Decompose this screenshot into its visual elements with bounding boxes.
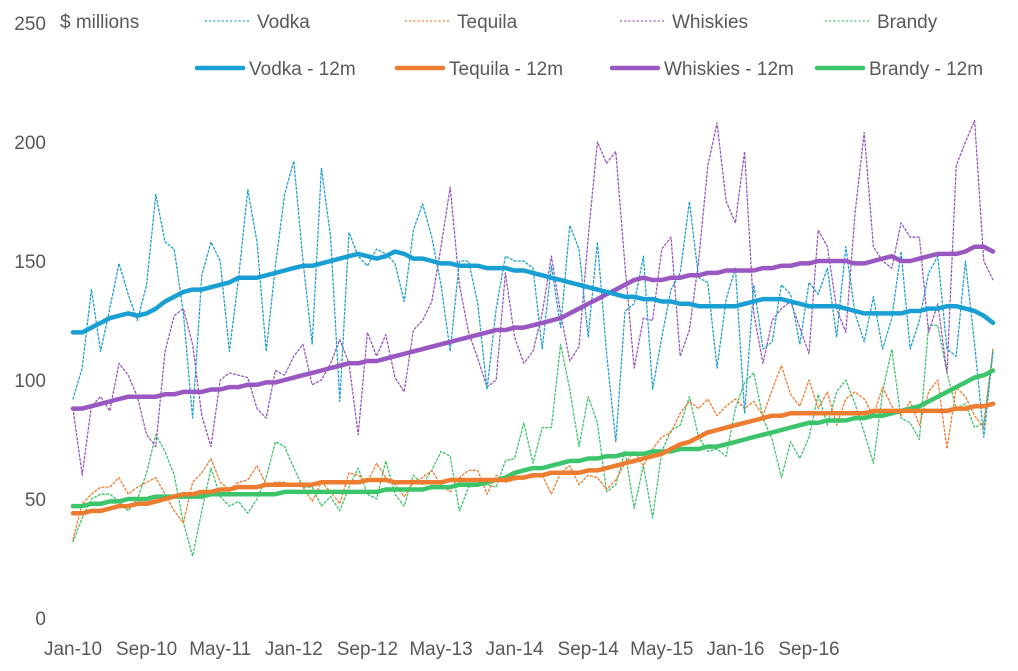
series-line-tequila — [72, 348, 994, 541]
y-axis: 0 50 100 150 200 250 — [14, 14, 46, 630]
x-tick-label: Sep-12 — [337, 639, 398, 660]
x-tick-label: Jan-12 — [265, 639, 323, 660]
plot-area — [70, 119, 996, 557]
x-tick-label: May-11 — [189, 639, 251, 660]
legend-label-tequila-12m: Tequila - 12m — [449, 59, 563, 80]
y-tick-label: 50 — [25, 490, 46, 511]
x-tick-label: Sep-14 — [558, 639, 620, 660]
x-tick-label: Jan-10 — [44, 639, 102, 660]
series-line-whiskies — [72, 119, 994, 476]
x-tick-label: Sep-16 — [778, 639, 839, 660]
y-axis-unit-label: $ millions — [60, 12, 139, 33]
y-tick-label: 100 — [14, 371, 46, 392]
series-line-vodka-12m — [70, 249, 996, 335]
legend-label-brandy-12m: Brandy - 12m — [869, 59, 983, 80]
x-tick-label: May-15 — [630, 639, 693, 660]
legend-label-vodka-12m: Vodka - 12m — [249, 59, 356, 80]
legend-label-whiskies-12m: Whiskies - 12m — [664, 59, 794, 80]
y-tick-label: 200 — [14, 133, 46, 154]
series-line-vodka — [72, 160, 994, 443]
y-tick-label: 250 — [14, 14, 46, 35]
x-tick-label: May-13 — [409, 639, 472, 660]
series-line-whiskies-12m — [70, 244, 996, 411]
series-line-brandy-12m — [70, 368, 996, 509]
x-axis: Jan-10 Sep-10 May-11 Jan-12 Sep-12 May-13 Jan-… — [44, 639, 840, 660]
y-tick-label: 0 — [35, 609, 46, 630]
legend-label-brandy: Brandy — [877, 12, 938, 33]
series-line-brandy — [72, 324, 994, 557]
y-tick-label: 150 — [14, 252, 46, 273]
legend: Vodka Tequila Whiskies Brandy Vodka - 12m Teq… — [194, 12, 983, 80]
x-tick-label: Jan-16 — [706, 639, 764, 660]
legend-label-tequila: Tequila — [457, 12, 518, 33]
series-line-tequila-12m — [70, 401, 996, 516]
legend-label-vodka: Vodka — [257, 12, 310, 33]
x-tick-label: Jan-14 — [486, 639, 545, 660]
x-tick-label: Sep-10 — [116, 639, 177, 660]
legend-label-whiskies: Whiskies — [672, 12, 748, 33]
